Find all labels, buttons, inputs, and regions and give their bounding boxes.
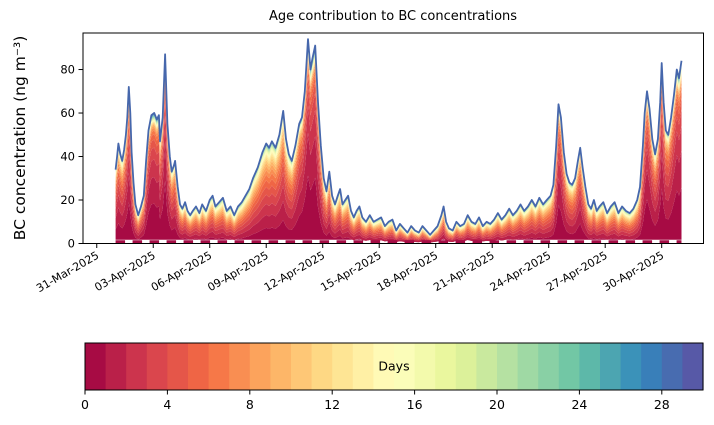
age-layer	[115, 39, 682, 235]
colorbar-segment	[497, 343, 519, 390]
colorbar-segment	[682, 343, 704, 390]
colorbar-segment	[208, 343, 230, 390]
age-layer	[115, 40, 682, 235]
age-layer	[115, 41, 682, 235]
x-tick-label: 15-Apr-2025	[318, 249, 383, 294]
colorbar-segment	[558, 343, 580, 390]
colorbar-segment	[476, 343, 498, 390]
colorbar-segment	[229, 343, 251, 390]
colorbar-segment	[85, 343, 107, 390]
colorbar-segment	[538, 343, 560, 390]
total-line	[114, 38, 683, 236]
x-tick-label: 27-Apr-2025	[544, 249, 609, 294]
y-tick-label: 60	[60, 106, 75, 120]
colorbar-tick-label: 12	[324, 397, 340, 412]
colorbar-segment	[435, 343, 457, 390]
colorbar-segment	[600, 343, 622, 390]
colorbar-tick-label: 8	[246, 397, 254, 412]
x-tick-label: 31-Mar-2025	[34, 249, 101, 295]
colorbar-segment	[414, 343, 436, 390]
x-tick-label: 21-Apr-2025	[431, 249, 496, 294]
colorbar-segment	[373, 343, 395, 390]
colorbar-segment	[146, 343, 168, 390]
age-layer	[115, 44, 682, 236]
colorbar-segment	[394, 343, 416, 390]
age-layer	[115, 42, 682, 236]
x-tick-label: 30-Apr-2025	[601, 249, 666, 294]
y-tick-label: 20	[60, 193, 75, 207]
colorbar-segment	[641, 343, 663, 390]
colorbar-segment	[579, 343, 601, 390]
x-tick-label: 12-Apr-2025	[262, 249, 327, 294]
y-tick-label: 0	[68, 237, 75, 251]
x-tick-label: 09-Apr-2025	[205, 249, 270, 294]
colorbar-segment	[517, 343, 539, 390]
x-tick-label: 18-Apr-2025	[375, 249, 440, 294]
colorbar-segment	[167, 343, 189, 390]
plot-title: Age contribution to BC concentrations	[268, 9, 518, 24]
colorbar-segment	[352, 343, 374, 390]
y-tick-label: 40	[60, 150, 75, 164]
colorbar-tick-label: 4	[163, 397, 171, 412]
colorbar-segment	[661, 343, 683, 390]
x-tick-label: 06-Apr-2025	[149, 249, 214, 294]
colorbar-segment	[188, 343, 210, 390]
age-layer	[115, 39, 682, 235]
age-layer	[115, 43, 682, 236]
colorbar-label: Days	[378, 358, 410, 374]
colorbar-tick-label: 24	[571, 397, 587, 412]
colorbar-segment	[455, 343, 477, 390]
colorbar-segment	[311, 343, 333, 390]
axes-spines	[82, 32, 704, 244]
colorbar-segment	[291, 343, 313, 390]
colorbar-segment	[249, 343, 271, 390]
colorbar-tick-label: 20	[489, 397, 505, 412]
colorbar-segment	[620, 343, 642, 390]
age-layer	[115, 175, 682, 243]
colorbar-tick-label: 0	[81, 397, 89, 412]
age-layer	[115, 58, 682, 239]
x-tick-label: 24-Apr-2025	[488, 249, 553, 294]
x-tick-label: 03-Apr-2025	[92, 249, 157, 294]
colorbar-tick-label: 16	[407, 397, 423, 412]
colorbar-tick-label: 28	[654, 397, 670, 412]
colorbar-outline	[84, 342, 704, 391]
age-layer	[115, 56, 682, 238]
age-layer	[115, 43, 682, 236]
y-axis-label: BC concentration (ng m⁻³)	[11, 35, 29, 241]
age-layer	[115, 64, 682, 239]
colorbar-segment	[126, 343, 148, 390]
colorbar-segment	[105, 343, 127, 390]
colorbar-segment	[332, 343, 354, 390]
y-tick-label: 80	[60, 63, 75, 77]
colorbar-segment	[270, 343, 292, 390]
